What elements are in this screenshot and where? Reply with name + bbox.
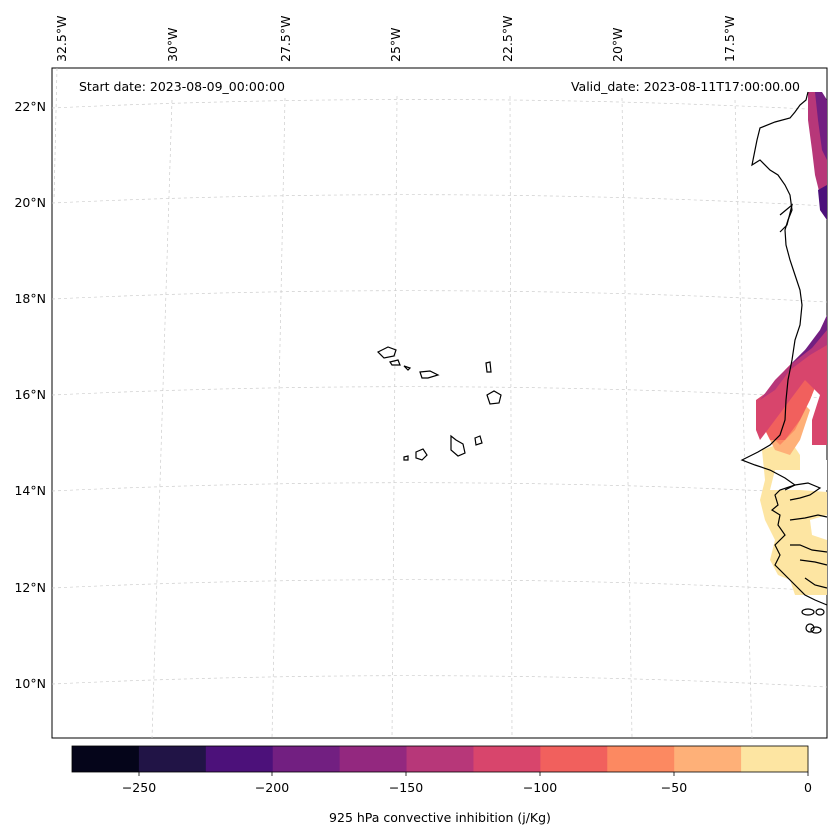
coast-inlet-3 <box>790 544 828 553</box>
lat-tick-22n: 22°N <box>14 99 46 114</box>
cb-label-m50: −50 <box>661 780 687 795</box>
colorbar-segment <box>674 746 742 772</box>
cb-label-m250: −250 <box>122 780 156 795</box>
lat-tick-14n: 14°N <box>14 483 46 498</box>
map-frame <box>51 67 828 739</box>
cin-fill-pink-red <box>756 340 827 445</box>
cin-fill-north-strip-dark <box>815 92 827 160</box>
cb-label-0: 0 <box>804 780 812 795</box>
bijagos-island-4 <box>815 608 825 616</box>
valid-date-annotation: Valid_date: 2023-08-11T17:00:00.00 <box>571 79 800 94</box>
cin-fill-coral <box>760 370 818 440</box>
lon-tick-32-5w: 32.5°W <box>54 16 69 62</box>
meridian-20w <box>621 97 633 739</box>
coast-inlet-4 <box>799 559 828 566</box>
cv-sao-nicolau <box>419 370 440 379</box>
colorbar-outline <box>71 745 809 773</box>
cv-santo-antao <box>376 346 397 359</box>
lat-tick-labels: 22°N 20°N 18°N 16°N 14°N 12°N 10°N <box>14 99 46 691</box>
start-date-annotation: Start date: 2023-08-09_00:00:00 <box>79 79 285 94</box>
cv-brava <box>403 455 409 461</box>
lat-tick-12n: 12°N <box>14 580 46 595</box>
parallel-20n <box>51 194 828 207</box>
coast-inlet-2 <box>789 514 828 521</box>
cin-filled-contours <box>756 92 827 595</box>
lat-tick-10n: 10°N <box>14 676 46 691</box>
cv-sal <box>485 361 492 373</box>
cin-fill-near-zero <box>760 440 827 595</box>
lon-tick-labels: 32.5°W 30°W 27.5°W 25°W 22.5°W 20°W 17.5… <box>54 16 737 62</box>
meridian-17-5w <box>734 99 753 739</box>
bijagos-island-2 <box>810 626 822 634</box>
cv-maio <box>474 435 483 446</box>
meridian-32-5w <box>53 67 58 201</box>
cin-gap-2 <box>810 515 827 540</box>
cv-santiago <box>450 434 466 457</box>
coastlines <box>376 91 828 634</box>
coast-inlet-5 <box>804 577 828 589</box>
cin-fill-north-strip-deep <box>818 185 827 220</box>
cv-boa-vista <box>486 390 502 405</box>
african-coastline <box>740 91 828 606</box>
lat-tick-18n: 18°N <box>14 291 46 306</box>
lat-tick-16n: 16°N <box>14 387 46 402</box>
lon-tick-25w: 25°W <box>388 27 403 62</box>
cb-label-m100: −100 <box>523 780 557 795</box>
parallel-16n <box>51 386 828 399</box>
colorbar-segment <box>607 746 675 772</box>
colorbar <box>72 746 809 772</box>
lon-tick-17-5w: 17.5°W <box>722 16 737 62</box>
lat-tick-20n: 20°N <box>14 195 46 210</box>
meridian-27-5w <box>271 97 286 739</box>
lon-tick-20w: 20°W <box>610 27 625 62</box>
cv-santa-luzia <box>403 365 412 371</box>
parallel-12n <box>51 579 828 592</box>
parallel-14n <box>51 482 828 495</box>
colorbar-title: 925 hPa convective inhibition (j/Kg) <box>329 810 551 825</box>
cb-label-m200: −200 <box>255 780 289 795</box>
colorbar-segment <box>72 746 140 772</box>
cin-fill-magenta <box>760 325 827 400</box>
meridian-22-5w <box>509 95 513 739</box>
bijagos-island-1 <box>801 608 815 616</box>
cb-label-m150: −150 <box>389 780 423 795</box>
colorbar-segment <box>741 746 809 772</box>
colorbar-segment <box>473 746 541 772</box>
bijagos-island-3 <box>805 623 815 633</box>
colorbar-segment <box>138 746 207 772</box>
parallel-22n <box>51 99 828 111</box>
cv-fogo <box>415 448 428 461</box>
lon-tick-22-5w: 22.5°W <box>500 16 515 62</box>
gridlines <box>51 67 828 739</box>
meridian-30w <box>151 99 173 739</box>
lon-tick-27-5w: 27.5°W <box>278 16 293 62</box>
parallel-10n <box>51 675 828 688</box>
coast-bay <box>779 203 794 233</box>
lon-tick-30w: 30°W <box>165 27 180 62</box>
colorbar-ticks <box>138 772 809 776</box>
colorbar-segment <box>205 746 274 772</box>
colorbar-segment <box>406 746 474 772</box>
parallel-18n <box>51 290 828 303</box>
cv-sao-vicente <box>389 359 401 366</box>
meridian-25w <box>391 95 398 739</box>
coast-inlet-1 <box>784 482 822 501</box>
colorbar-segment <box>339 746 408 772</box>
colorbar-segment <box>540 746 608 772</box>
colorbar-tick-labels: −250 −200 −150 −100 −50 0 <box>122 780 812 795</box>
colorbar-segment <box>272 746 341 772</box>
